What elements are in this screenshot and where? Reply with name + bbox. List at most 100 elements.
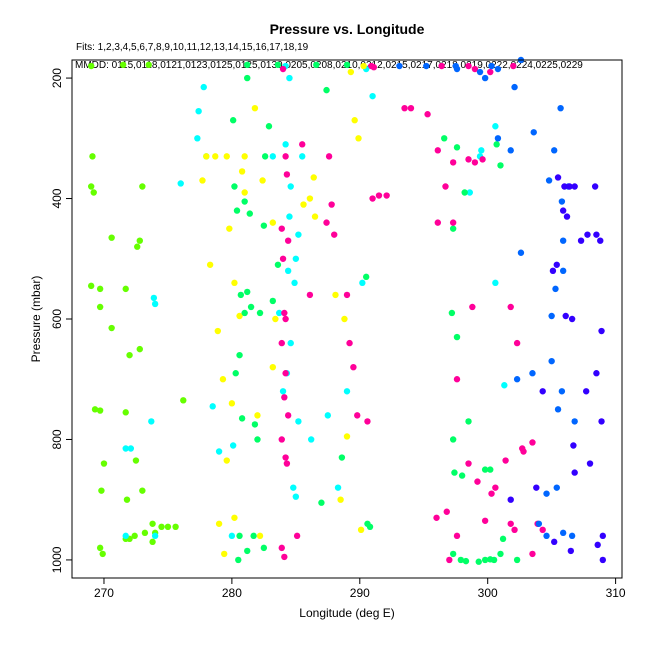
data-point — [407, 104, 415, 112]
data-point — [200, 83, 207, 91]
data-point — [91, 406, 99, 413]
x-tick-label: 290 — [350, 586, 370, 600]
data-point — [475, 558, 482, 565]
data-point — [214, 327, 222, 335]
series-1 — [87, 61, 187, 558]
y-axis-label: Pressure (mbar) — [29, 276, 43, 363]
data-point — [237, 291, 245, 299]
data-point — [535, 520, 543, 527]
data-point — [350, 363, 357, 371]
data-point — [559, 207, 567, 214]
data-point — [299, 141, 306, 148]
data-point — [250, 532, 257, 540]
data-point — [424, 111, 431, 118]
data-point — [328, 201, 335, 208]
x-tick-label: 300 — [478, 586, 498, 600]
data-point — [369, 195, 376, 202]
data-point — [209, 403, 216, 410]
date-line: MMDD: 0115,0118,0121,0123,0125,0125,0130… — [75, 60, 583, 71]
data-point — [122, 532, 129, 540]
data-point — [331, 231, 338, 238]
data-point — [119, 61, 127, 69]
data-point — [293, 532, 301, 540]
data-point — [577, 237, 585, 244]
data-point — [334, 484, 342, 491]
data-point — [272, 315, 279, 323]
data-point — [269, 363, 277, 371]
data-point — [510, 62, 517, 70]
data-point — [126, 351, 133, 359]
data-point — [558, 388, 566, 395]
data-point — [594, 541, 601, 549]
data-point — [448, 309, 456, 317]
data-point — [446, 556, 453, 564]
data-point — [548, 357, 555, 365]
chart-title: Pressure vs. Longitude — [270, 21, 425, 37]
data-point — [471, 159, 479, 166]
data-point — [139, 487, 146, 494]
data-point — [180, 397, 187, 404]
data-point — [557, 104, 564, 112]
data-point — [449, 219, 457, 226]
data-point — [346, 339, 353, 347]
data-point — [511, 83, 518, 91]
data-point — [497, 162, 504, 169]
data-point — [366, 523, 374, 531]
data-point — [513, 339, 521, 347]
data-point — [251, 104, 259, 112]
data-point — [543, 490, 550, 497]
data-point — [347, 68, 355, 76]
data-point — [236, 312, 243, 320]
data-point — [449, 550, 457, 558]
data-point — [260, 544, 268, 552]
data-point — [332, 291, 339, 299]
data-point — [507, 496, 514, 503]
data-point — [219, 376, 227, 383]
data-point — [231, 514, 238, 521]
data-point — [265, 123, 273, 130]
data-point — [287, 183, 294, 190]
data-point — [259, 177, 266, 184]
data-point — [235, 556, 242, 564]
data-point — [562, 312, 569, 320]
data-point — [599, 556, 607, 564]
data-point — [282, 315, 289, 323]
series-2 — [122, 62, 508, 540]
data-point — [461, 189, 468, 196]
data-point — [401, 104, 408, 112]
data-point — [434, 219, 442, 226]
data-point — [251, 421, 259, 428]
y-tick-label: 200 — [50, 68, 64, 88]
data-point — [151, 300, 159, 308]
data-point — [369, 92, 376, 100]
series-6 — [396, 56, 578, 540]
data-point — [283, 171, 291, 178]
data-point — [354, 412, 361, 419]
data-point — [286, 213, 293, 220]
data-point — [231, 183, 238, 190]
data-point — [351, 117, 358, 124]
data-point — [226, 225, 233, 232]
data-point — [507, 520, 514, 527]
data-point — [323, 219, 330, 226]
data-point — [551, 538, 558, 546]
data-point — [244, 288, 251, 296]
data-point — [194, 135, 201, 142]
data-point — [306, 291, 314, 299]
data-point — [282, 370, 289, 377]
data-point — [453, 532, 461, 540]
data-point — [325, 153, 333, 160]
data-point — [502, 457, 509, 464]
data-point — [281, 394, 288, 401]
data-point — [241, 153, 248, 160]
data-point — [300, 201, 307, 208]
data-point — [593, 370, 600, 377]
data-point — [164, 523, 172, 531]
x-tick-label: 310 — [606, 586, 626, 600]
data-point — [492, 484, 499, 491]
data-point — [558, 198, 566, 205]
data-point — [290, 484, 297, 491]
data-point — [571, 418, 578, 425]
data-point — [433, 514, 440, 521]
